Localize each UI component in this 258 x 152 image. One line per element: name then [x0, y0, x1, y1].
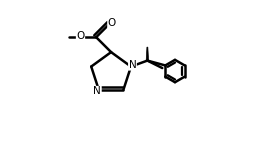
- Text: O: O: [108, 18, 116, 28]
- Text: N: N: [93, 86, 101, 96]
- Polygon shape: [146, 47, 149, 61]
- Text: N: N: [128, 60, 136, 70]
- Text: O: O: [76, 31, 85, 41]
